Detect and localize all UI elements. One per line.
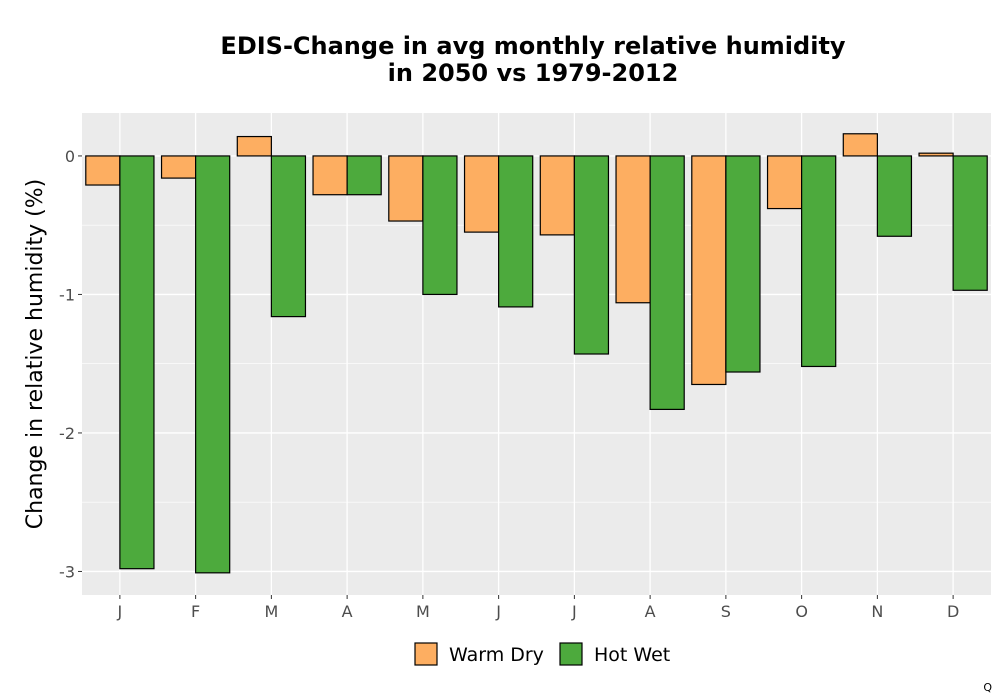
- bar-hot-wet: [876, 155, 913, 237]
- legend-key-hot-wet: [559, 642, 583, 666]
- bar-hot-wet: [952, 155, 988, 291]
- legend-label: Warm Dry: [449, 644, 544, 666]
- x-tick-label: S: [721, 602, 731, 621]
- bar-hot-wet: [725, 155, 761, 373]
- bar-warm-dry: [388, 155, 424, 222]
- bar-warm-dry: [85, 155, 121, 186]
- y-axis: 0 -1 -2 -3: [59, 147, 82, 581]
- bar-warm-dry: [691, 155, 727, 386]
- x-tick-label: M: [416, 602, 430, 621]
- x-tick-label: M: [264, 602, 278, 621]
- bar-hot-wet: [119, 155, 155, 570]
- chart-title-line-1: EDIS-Change in avg monthly relative humi…: [220, 32, 845, 60]
- y-axis-label: Change in relative humidity (%): [23, 179, 48, 529]
- bar-warm-dry: [463, 155, 500, 233]
- corner-mark: Q: [983, 681, 992, 694]
- x-tick-label: J: [571, 602, 577, 621]
- bar-hot-wet: [498, 155, 534, 308]
- bar-warm-dry: [160, 155, 197, 179]
- bar-hot-wet: [573, 155, 610, 355]
- plot-panel: [82, 113, 991, 595]
- bars: [85, 133, 988, 574]
- bar-hot-wet: [346, 155, 382, 196]
- bar-warm-dry: [615, 155, 651, 304]
- x-tick-label: O: [795, 602, 808, 621]
- bar-warm-dry: [842, 133, 878, 157]
- x-tick-label: F: [191, 602, 200, 621]
- bar-warm-dry: [312, 155, 348, 196]
- y-tick-label: -2: [59, 424, 75, 443]
- bar-hot-wet: [422, 155, 458, 296]
- bar-warm-dry: [918, 152, 954, 157]
- x-tick-label: J: [117, 602, 123, 621]
- bar-hot-wet: [801, 155, 837, 368]
- bar-hot-wet: [649, 155, 685, 411]
- x-tick-label: J: [495, 602, 501, 621]
- legend: Warm Dry Hot Wet: [414, 642, 670, 666]
- bar-warm-dry: [236, 135, 272, 157]
- bar-warm-dry: [766, 155, 803, 210]
- legend-label: Hot Wet: [594, 644, 670, 666]
- legend-key-warm-dry: [414, 642, 438, 666]
- bar-hot-wet: [195, 155, 231, 574]
- bar-hot-wet: [270, 155, 307, 318]
- y-tick-label: -3: [59, 562, 75, 581]
- bar-warm-dry: [539, 155, 575, 236]
- y-tick-label: 0: [65, 147, 75, 166]
- chart-title-line-2: in 2050 vs 1979-2012: [388, 59, 679, 87]
- y-tick-label: -1: [59, 285, 75, 304]
- x-tick-label: N: [871, 602, 883, 621]
- x-tick-label: A: [342, 602, 353, 621]
- x-tick-label: A: [645, 602, 656, 621]
- x-tick-label: D: [947, 602, 959, 621]
